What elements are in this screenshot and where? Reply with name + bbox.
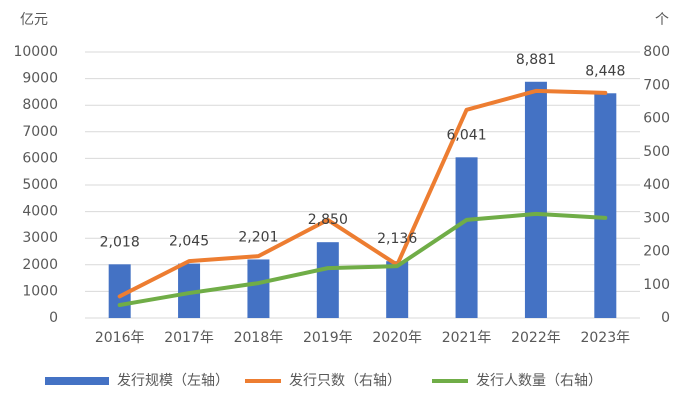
y2-tick-label: 800 xyxy=(643,44,670,60)
bar xyxy=(524,81,547,318)
data-label: 8,448 xyxy=(585,63,625,79)
data-label: 2,136 xyxy=(377,231,417,247)
bar xyxy=(247,259,270,318)
x-tick-label: 2018年 xyxy=(234,330,284,346)
x-tick-label: 2022年 xyxy=(511,330,561,346)
data-label: 2,201 xyxy=(238,229,278,245)
data-label: 6,041 xyxy=(447,127,487,143)
y-tick-label: 8000 xyxy=(22,97,58,113)
y-tick-label: 1000 xyxy=(22,283,58,299)
bar xyxy=(455,157,478,318)
y-tick-label: 4000 xyxy=(22,204,58,220)
y2-tick-label: 600 xyxy=(643,111,670,127)
y2-tick-label: 400 xyxy=(643,177,670,193)
bar xyxy=(316,242,339,318)
data-label: 2,045 xyxy=(169,234,209,250)
bar xyxy=(178,263,201,318)
legend-label: 发行规模（左轴） xyxy=(117,373,229,389)
y2-axis-unit: 个 xyxy=(655,12,669,28)
y-tick-label: 6000 xyxy=(22,150,58,166)
x-tick-label: 2021年 xyxy=(442,330,492,346)
y-tick-label: 7000 xyxy=(22,124,58,140)
y2-tick-label: 300 xyxy=(643,210,670,226)
legend-label: 发行只数（右轴） xyxy=(289,373,401,389)
data-label: 8,881 xyxy=(516,52,556,68)
line xyxy=(117,88,608,299)
data-label: 2,018 xyxy=(100,234,140,250)
y2-tick-label: 100 xyxy=(643,277,670,293)
legend-label: 发行人数量（右轴） xyxy=(476,373,602,389)
y-tick-label: 5000 xyxy=(22,177,58,193)
legend-swatch xyxy=(45,377,109,385)
y-tick-label: 10000 xyxy=(13,44,58,60)
y2-tick-label: 500 xyxy=(643,144,670,160)
data-label: 2,850 xyxy=(308,212,348,228)
x-tick-label: 2017年 xyxy=(164,330,214,346)
x-tick-label: 2019年 xyxy=(303,330,353,346)
y-tick-label: 9000 xyxy=(22,71,58,87)
y-tick-label: 2000 xyxy=(22,257,58,273)
line xyxy=(117,211,608,308)
bar xyxy=(386,261,409,318)
y-tick-label: 0 xyxy=(49,310,58,326)
y2-tick-label: 0 xyxy=(661,310,670,326)
y2-tick-label: 700 xyxy=(643,77,670,93)
x-tick-label: 2016年 xyxy=(95,330,145,346)
x-tick-label: 2020年 xyxy=(372,330,422,346)
y-axis-unit: 亿元 xyxy=(20,12,48,28)
x-tick-label: 2023年 xyxy=(580,330,630,346)
bar xyxy=(594,93,617,318)
y2-tick-label: 200 xyxy=(643,244,670,260)
y-tick-label: 3000 xyxy=(22,230,58,246)
